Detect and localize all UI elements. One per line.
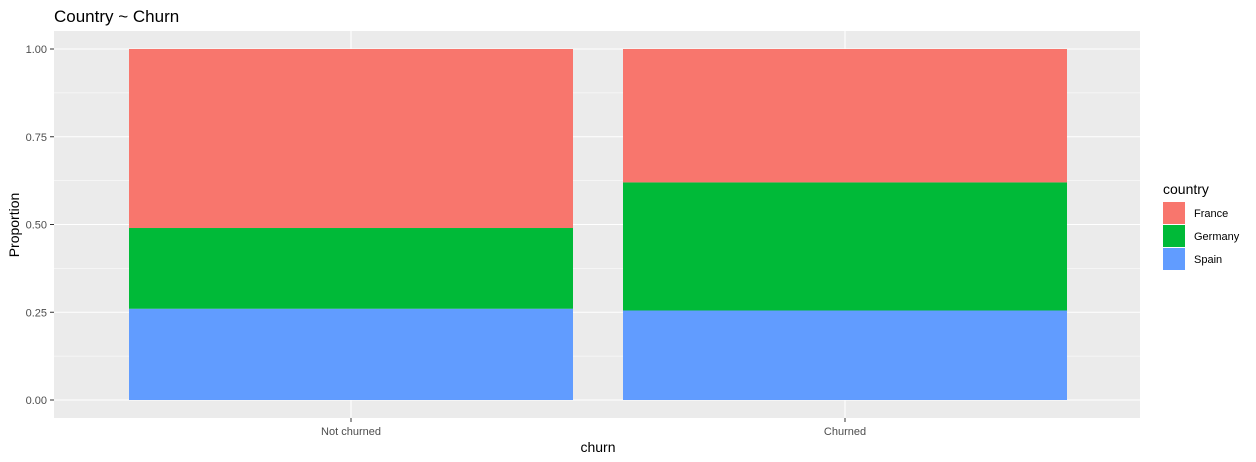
y-tick-label: 0.00 [26,395,47,407]
legend-label-spain: Spain [1194,254,1222,266]
x-tick-label: Not churned [321,426,381,438]
chart-title: Country ~ Churn [54,7,179,26]
y-tick-label: 1.00 [26,44,47,56]
legend-label-france: France [1194,208,1228,220]
y-axis: 0.00 0.25 0.50 0.75 1.00 [26,44,54,407]
legend-title: country [1163,181,1209,197]
bar-germany-not-churned [129,228,573,309]
bar-spain-churned [623,310,1067,400]
legend-label-germany: Germany [1194,231,1240,243]
y-tick-label: 0.75 [26,132,47,144]
y-axis-title: Proportion [6,193,22,258]
x-axis-title: churn [580,439,615,455]
bar-germany-churned [623,182,1067,311]
legend: country France Germany Spain [1163,181,1240,270]
bar-spain-not-churned [129,308,573,400]
bars [129,49,1067,400]
legend-key-spain [1163,248,1185,270]
x-tick-label: Churned [824,426,866,438]
bar-france-churned [623,49,1067,183]
bar-france-not-churned [129,49,573,229]
y-tick-label: 0.25 [26,307,47,319]
legend-key-france [1163,202,1185,224]
legend-key-germany [1163,225,1185,247]
y-tick-label: 0.50 [26,220,47,232]
x-axis: Not churned Churned [321,418,866,438]
